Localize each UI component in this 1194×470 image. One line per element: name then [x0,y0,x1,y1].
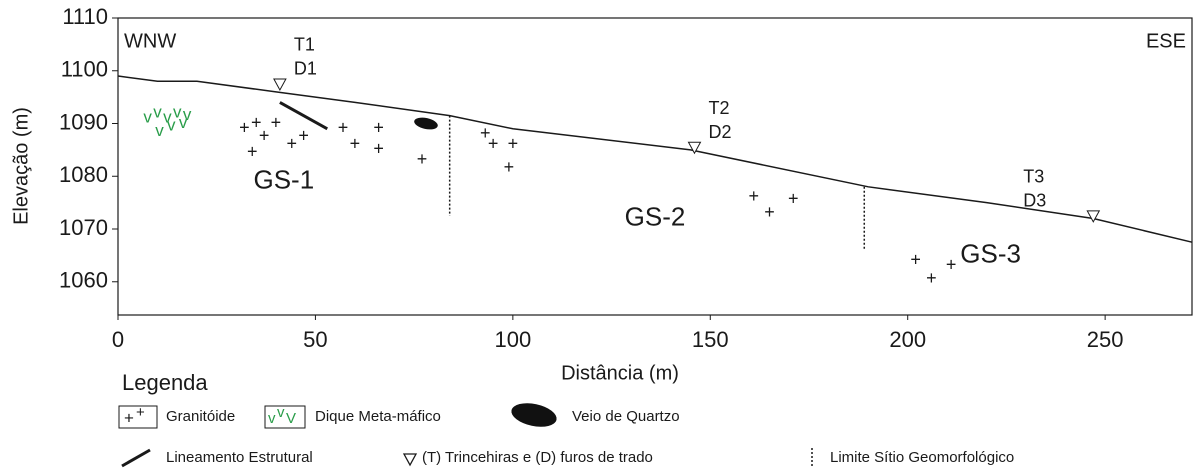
corner-label: ESE [1146,30,1186,52]
granitoid-marker: + [946,255,957,275]
granitoid-marker: + [338,118,349,138]
granitoid-marker: + [748,186,759,206]
trench-marker [273,78,287,91]
granitoid-marker: + [508,133,519,153]
granitoid-marker: + [926,268,937,288]
granitoid-marker: + [259,125,270,145]
x-axis-label: Distância (m) [561,362,679,384]
dike-marker: v [183,105,192,124]
granitoid-marker: + [910,249,921,269]
svg-text:+: + [136,404,145,421]
x-tick-label: 150 [692,327,729,352]
granitoid-marker: + [298,125,309,145]
site-label: GS-2 [625,201,686,231]
legend-label: (T) Trincehiras e (D) furos de trado [422,449,653,466]
dike-marker: v [173,102,182,121]
legend-label: Dique Meta-máfico [315,408,441,425]
plot-frame [117,17,1193,316]
granitoid-marker: + [373,139,384,159]
x-tick-label: 100 [494,327,531,352]
trench-label: D1 [294,59,317,79]
svg-text:V: V [286,410,296,427]
granitoid-marker: + [417,149,428,169]
legend-label: Granitóide [166,408,235,425]
granitoid-marker: + [504,157,515,177]
y-tick-label: 1090 [59,109,108,134]
granitoid-marker: + [480,123,491,143]
y-tick-label: 1070 [59,215,108,240]
trench-marker [1086,210,1101,223]
lineament [279,101,329,131]
trench-label: D2 [708,122,731,142]
dike-marker: v [155,121,164,140]
legend-icons: + + v v V [118,403,813,468]
trench-label: D3 [1023,191,1046,211]
site-label: GS-3 [960,238,1021,268]
quartz-vein [414,117,438,130]
x-tick-label: 50 [303,327,327,352]
profile-line [117,75,1193,243]
granitoid-marker: + [350,133,361,153]
y-tick-label: 1100 [61,57,108,82]
x-tick-label: 200 [889,327,926,352]
svg-text:v: v [268,410,276,427]
trench-label: T2 [708,98,729,118]
x-tick-label: 0 [112,327,124,352]
y-tick-label: 1080 [59,162,108,187]
dike-marker: v [153,102,162,121]
legend-label: Limite Sítio Geomorfológico [830,449,1014,466]
svg-text:v: v [277,404,285,421]
granitoid-marker: + [488,133,499,153]
corner-label: WNW [124,30,176,52]
trench-marker [687,141,702,155]
legend-label: Veio de Quartzo [572,408,680,425]
granitoid-marker: + [373,118,384,138]
y-tick-label: 1110 [62,4,108,29]
granitoid-marker: + [239,118,250,138]
x-tick-label: 250 [1087,327,1124,352]
dike-marker: v [143,108,152,127]
dike-marker: v [163,108,172,127]
site-label: GS-1 [253,164,314,194]
granitoid-marker: + [271,112,282,132]
y-axis-label: Elevação (m) [10,107,32,225]
granitoid-marker: + [251,112,262,132]
granitoid-marker: + [247,141,258,161]
y-tick-label: 1060 [59,268,108,293]
dike-marker: v [179,113,188,132]
granitoid-marker: + [788,189,799,209]
granitoid-marker: + [286,133,297,153]
granitoid-marker: + [764,202,775,222]
dike-marker: v [167,116,176,135]
legend-label: Lineamento Estrutural [166,449,313,466]
svg-text:+: + [124,408,134,427]
trench-label: T3 [1023,167,1044,187]
trench-label: T1 [294,35,315,55]
legend-title: Legenda [122,370,208,395]
